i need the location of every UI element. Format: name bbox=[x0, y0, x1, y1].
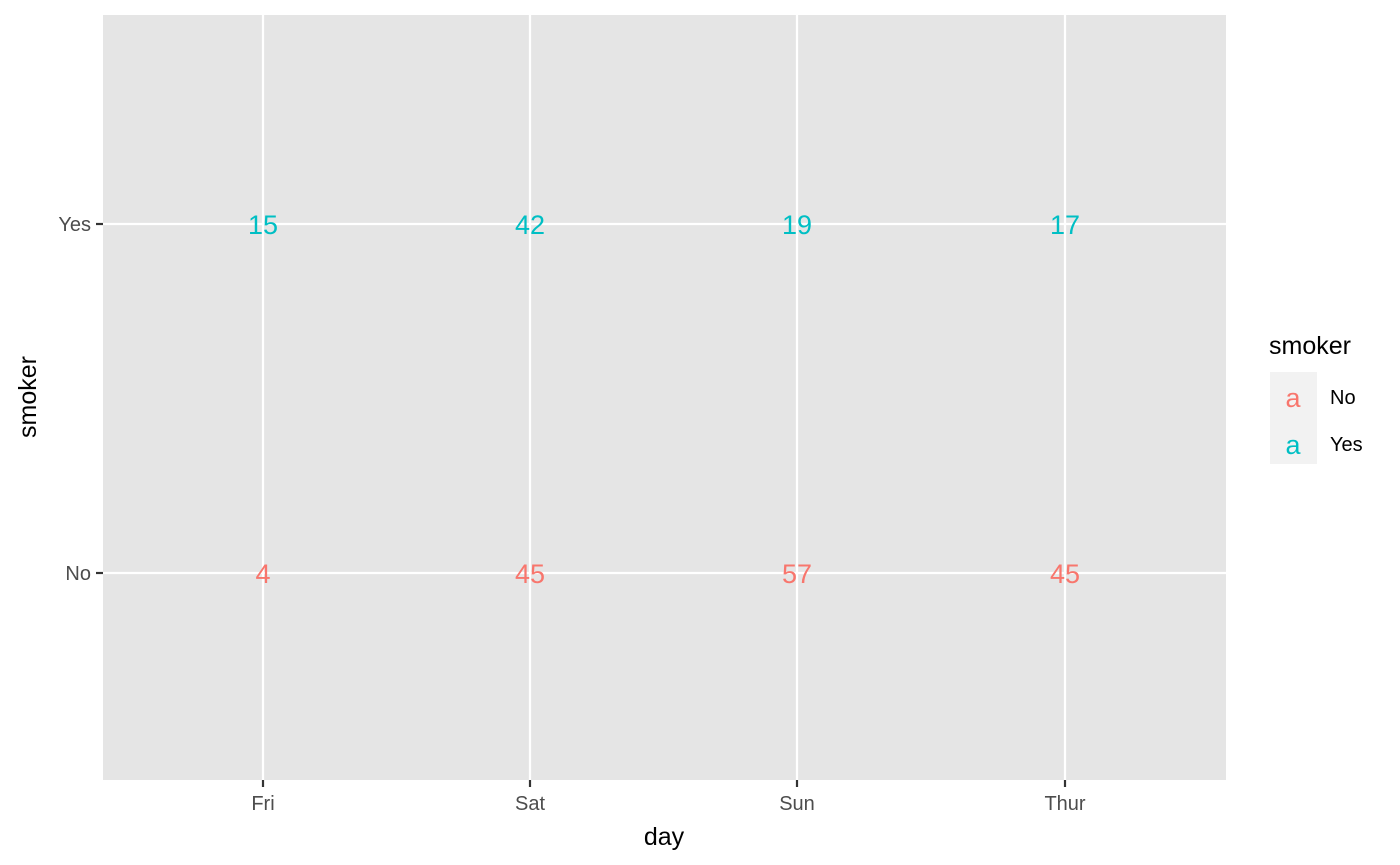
value-label-no-sun: 57 bbox=[782, 559, 812, 589]
grid-vertical bbox=[261, 15, 1067, 780]
value-label-no-thur: 45 bbox=[1050, 559, 1080, 589]
y-axis-title: smoker bbox=[14, 356, 42, 438]
legend-keys-background bbox=[1270, 372, 1317, 464]
x-tick-label-sun: Sun bbox=[779, 793, 815, 815]
value-label-no-fri: 4 bbox=[255, 559, 270, 589]
value-labels: 4 45 57 45 15 42 19 17 bbox=[248, 210, 1080, 589]
y-axis-ticks: No Yes bbox=[58, 214, 103, 585]
legend-key-yes: a bbox=[1285, 430, 1301, 460]
grid-horizontal bbox=[103, 222, 1226, 575]
value-label-yes-fri: 15 bbox=[248, 210, 278, 240]
x-tick-label-sat: Sat bbox=[515, 793, 545, 815]
x-tick-label-fri: Fri bbox=[251, 793, 274, 815]
legend-label-yes: Yes bbox=[1330, 434, 1363, 456]
legend: smoker a No a Yes bbox=[1269, 332, 1363, 464]
x-axis-ticks: Fri Sat Sun Thur bbox=[251, 780, 1086, 815]
value-label-yes-sat: 42 bbox=[515, 210, 545, 240]
x-axis-title: day bbox=[644, 823, 685, 851]
x-tick-label-thur: Thur bbox=[1044, 793, 1085, 815]
legend-title: smoker bbox=[1269, 332, 1351, 360]
legend-key-no: a bbox=[1285, 383, 1301, 413]
value-label-yes-sun: 19 bbox=[782, 210, 812, 240]
y-tick-label-no: No bbox=[65, 563, 91, 585]
value-label-no-sat: 45 bbox=[515, 559, 545, 589]
legend-label-no: No bbox=[1330, 387, 1356, 409]
value-label-yes-thur: 17 bbox=[1050, 210, 1080, 240]
panel-background bbox=[103, 15, 1226, 780]
y-tick-label-yes: Yes bbox=[58, 214, 91, 236]
